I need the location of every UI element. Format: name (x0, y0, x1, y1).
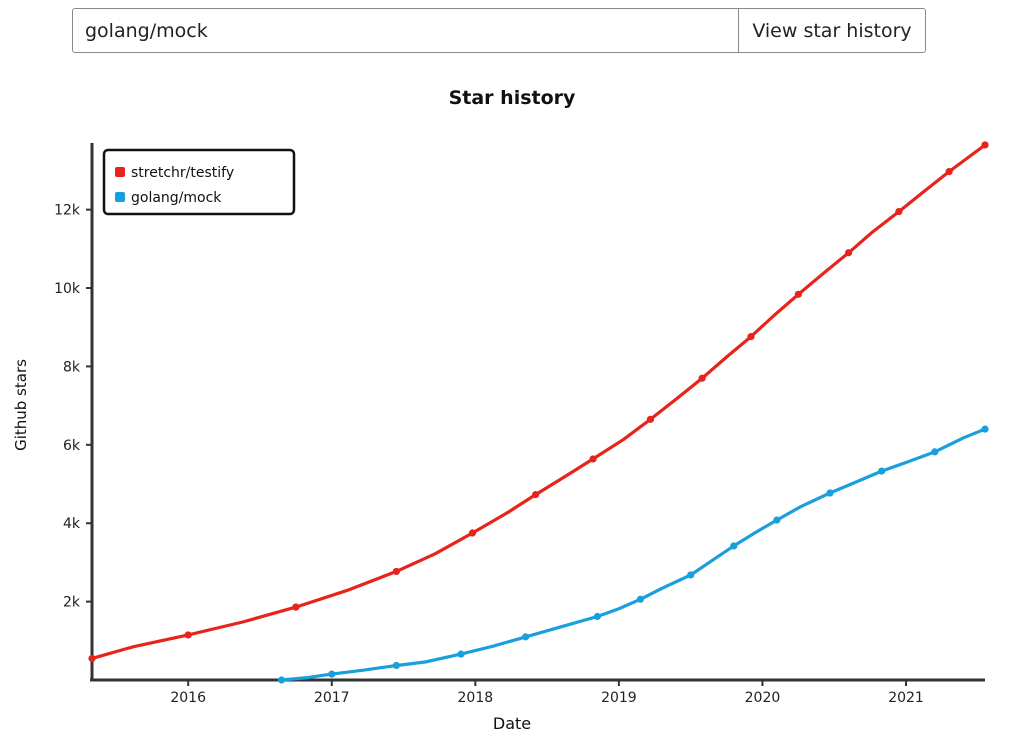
data-point (457, 650, 465, 658)
x-tick-label: 2020 (745, 690, 781, 706)
data-point (747, 333, 755, 341)
data-point (532, 490, 540, 499)
x-tick-label: 2016 (170, 690, 206, 706)
legend-label-stretchr: stretchr/testify (131, 165, 234, 181)
data-point (184, 631, 192, 639)
data-point (521, 633, 530, 641)
data-point (773, 516, 781, 524)
x-axis-label: Date (493, 714, 531, 733)
repo-search-input[interactable] (73, 9, 738, 52)
search-bar: View star history (72, 8, 926, 53)
data-point (589, 455, 597, 463)
x-tick-label: 2019 (601, 690, 637, 706)
series-line-stretchr-testify (90, 143, 987, 660)
y-tick-label: 10k (54, 281, 81, 297)
data-point (468, 529, 477, 537)
data-point (636, 595, 645, 603)
axis-ticks: 2016 2017 2018 2019 2020 2021 2k 4k 6k 8k 10k 12k (54, 203, 924, 706)
view-star-history-button[interactable]: View star history (738, 9, 925, 52)
data-point (277, 676, 286, 684)
legend: stretchr/testify golang/mock (102, 148, 296, 216)
data-point (826, 489, 834, 497)
data-point (794, 290, 802, 298)
data-point (687, 571, 695, 579)
y-tick-label: 8k (63, 359, 81, 375)
data-point (931, 448, 939, 456)
data-point (392, 661, 400, 670)
y-tick-label: 6k (63, 438, 81, 454)
data-point (981, 141, 989, 149)
data-point (593, 612, 601, 621)
series-line-golang-mock (279, 427, 987, 682)
series-lines (88, 141, 989, 684)
data-point (698, 374, 706, 382)
data-point (845, 249, 853, 257)
data-point (646, 415, 655, 423)
x-tick-label: 2018 (458, 690, 494, 706)
data-point (292, 603, 300, 611)
chart-title: Star history (449, 87, 576, 109)
legend-label-golang: golang/mock (131, 190, 222, 206)
data-point (328, 670, 336, 678)
legend-swatch-stretchr (115, 167, 125, 177)
data-point (392, 567, 400, 576)
data-point (878, 467, 886, 475)
data-point (981, 425, 989, 433)
legend-box (102, 148, 296, 216)
y-tick-label: 12k (54, 203, 81, 219)
data-point (895, 207, 903, 216)
y-tick-label: 2k (63, 595, 81, 611)
x-tick-label: 2021 (888, 690, 924, 706)
y-tick-label: 4k (63, 516, 81, 532)
y-axis-label: Github stars (12, 359, 30, 451)
legend-swatch-golang (115, 192, 125, 202)
data-point (730, 542, 738, 550)
data-point (88, 654, 96, 663)
data-point (945, 168, 953, 176)
x-tick-label: 2017 (314, 690, 350, 706)
